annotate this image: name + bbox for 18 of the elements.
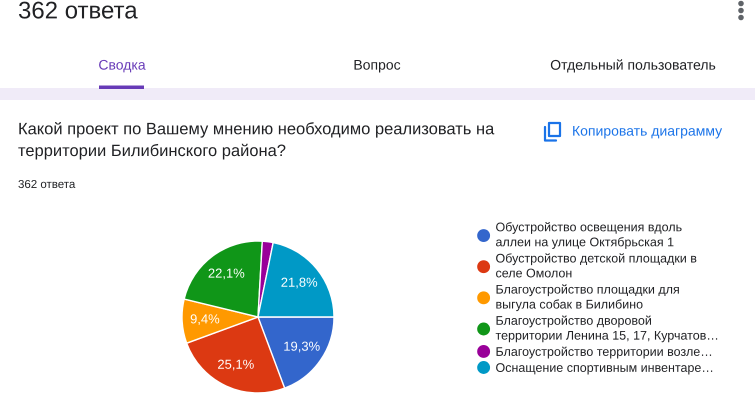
legend-label: Благоустройство территории возле… <box>496 346 712 358</box>
data-label: 19,3% <box>284 342 320 352</box>
legend-label: Благоустройство площадки для выгула собак в Билибино <box>496 284 679 312</box>
text: 362 ответа <box>18 2 138 19</box>
data-label: 21,8% <box>281 278 318 288</box>
legend-label: Оснащение спортивным инвентаре… <box>496 363 712 374</box>
data-label: 22,1% <box>208 268 244 280</box>
legend-label: Благоустройство дворовой территории Ленина 15, 17, Курчатов… <box>496 316 718 342</box>
text: Вопрос <box>354 60 400 73</box>
chart-title: Какой проект по Вашему мнению необходимо реализовать на территории Билибинского района? <box>18 122 494 160</box>
text: 362 ответа <box>18 180 76 188</box>
legend-label: Обустройство детской площадки в селе Омолон <box>496 253 696 278</box>
text: Копировать диаграмму <box>573 126 722 139</box>
data-label: 9,4% <box>190 314 220 326</box>
text: Сводка <box>99 60 146 72</box>
text: Отдельный пользователь <box>550 59 716 72</box>
legend-label: Обустройство освещения вдоль аллеи на улице Октябрьская 1 <box>496 222 682 249</box>
data-label: 25,1% <box>218 360 254 370</box>
